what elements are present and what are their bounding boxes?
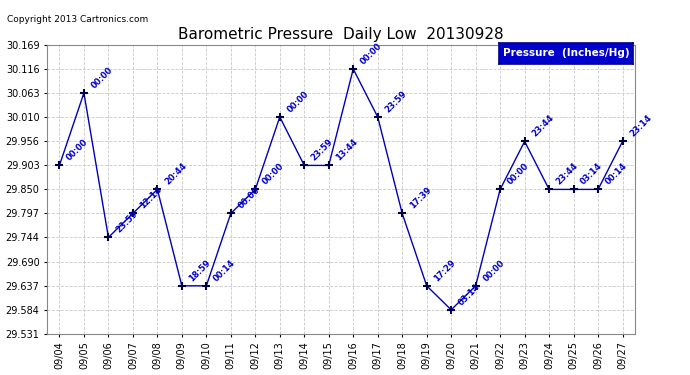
Text: 23:59: 23:59 bbox=[114, 209, 139, 235]
Text: 17:39: 17:39 bbox=[408, 186, 433, 211]
Text: 23:14: 23:14 bbox=[628, 113, 653, 139]
Text: 23:59: 23:59 bbox=[383, 89, 408, 114]
Text: 00:14: 00:14 bbox=[604, 161, 629, 187]
Text: 00:00: 00:00 bbox=[286, 89, 310, 114]
Title: Barometric Pressure  Daily Low  20130928: Barometric Pressure Daily Low 20130928 bbox=[178, 27, 504, 42]
Text: 23:59: 23:59 bbox=[310, 138, 335, 163]
Text: 12:14: 12:14 bbox=[139, 185, 164, 211]
Text: 23:44: 23:44 bbox=[530, 113, 555, 139]
Text: Copyright 2013 Cartronics.com: Copyright 2013 Cartronics.com bbox=[7, 15, 148, 24]
Text: 00:00: 00:00 bbox=[261, 162, 286, 187]
Text: 13:44: 13:44 bbox=[335, 137, 359, 163]
Text: 03:14: 03:14 bbox=[579, 161, 604, 187]
Text: 00:00: 00:00 bbox=[90, 65, 115, 90]
Text: 18:59: 18:59 bbox=[188, 258, 213, 283]
Text: 00:00: 00:00 bbox=[481, 258, 506, 283]
Text: 00:00: 00:00 bbox=[506, 162, 531, 187]
Text: 20:44: 20:44 bbox=[163, 161, 188, 187]
Text: 00:14: 00:14 bbox=[212, 258, 237, 283]
Text: 00:00: 00:00 bbox=[237, 186, 262, 211]
Text: Pressure  (Inches/Hg): Pressure (Inches/Hg) bbox=[503, 48, 629, 58]
Text: 00:00: 00:00 bbox=[359, 41, 384, 66]
Text: 03:14: 03:14 bbox=[457, 282, 482, 307]
Text: 00:00: 00:00 bbox=[65, 138, 90, 163]
Text: 23:44: 23:44 bbox=[555, 161, 580, 187]
Text: 17:29: 17:29 bbox=[432, 258, 457, 283]
